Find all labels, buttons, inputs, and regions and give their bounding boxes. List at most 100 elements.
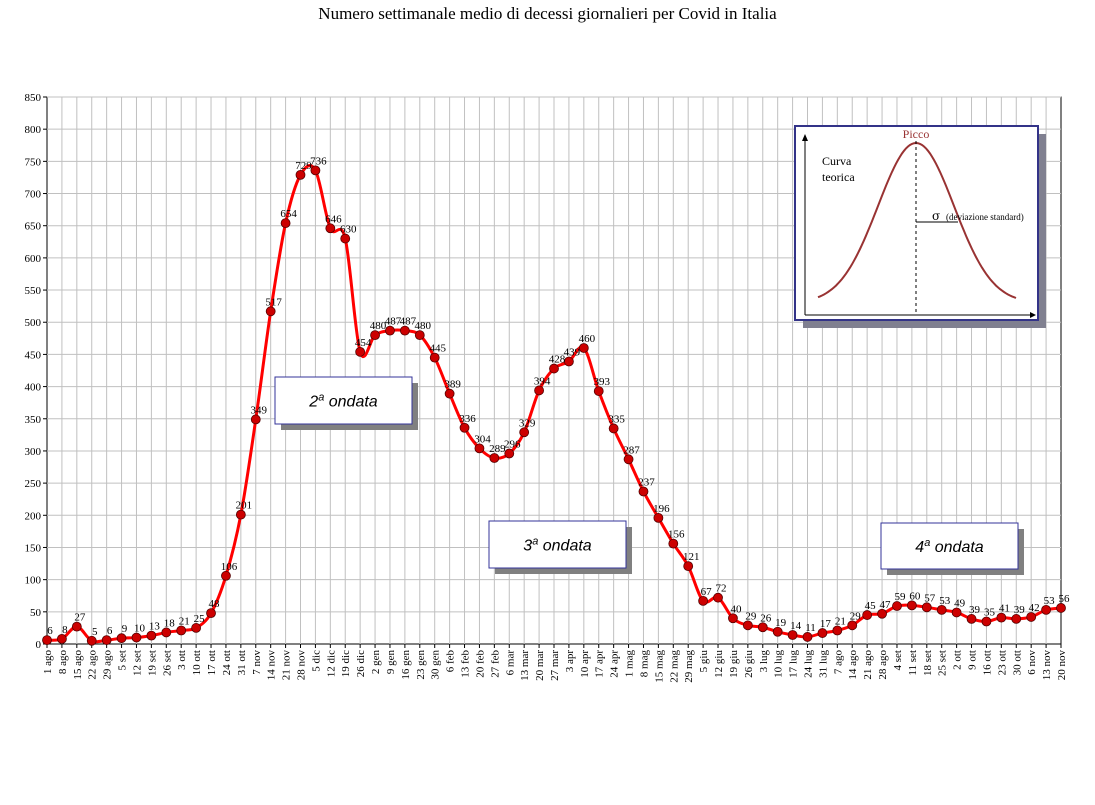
annotation-label: 2a ondata bbox=[308, 392, 378, 411]
series-line-path bbox=[46, 164, 1062, 644]
data-point bbox=[728, 613, 738, 624]
x-tick-label: 3 ott bbox=[176, 650, 188, 670]
x-tick-label: 23 gen bbox=[415, 650, 427, 680]
data-label: 349 bbox=[251, 404, 268, 416]
x-tick-label: 10 apr bbox=[579, 650, 591, 678]
x-tick-label: 2 gen bbox=[370, 650, 382, 675]
data-label: 460 bbox=[579, 333, 596, 345]
data-point bbox=[578, 343, 589, 353]
data-label: 60 bbox=[909, 590, 921, 602]
data-point bbox=[295, 169, 306, 180]
data-label: 35 bbox=[984, 606, 996, 618]
y-tick-label: 800 bbox=[25, 124, 42, 136]
x-tick-label: 31 ott bbox=[236, 650, 248, 675]
data-label: 14 bbox=[790, 620, 802, 632]
data-point bbox=[370, 330, 380, 341]
data-label: 389 bbox=[444, 379, 461, 391]
data-point bbox=[534, 385, 544, 396]
data-point bbox=[877, 608, 887, 619]
x-tick-label: 15 mag bbox=[653, 650, 665, 683]
x-tick-label: 6 feb bbox=[445, 650, 457, 673]
x-tick-label: 3 lug bbox=[758, 650, 770, 673]
x-tick-label: 17 ott bbox=[206, 650, 218, 675]
x-tick-label: 16 gen bbox=[400, 650, 412, 680]
x-tick-label: 24 apr bbox=[609, 650, 621, 678]
data-point bbox=[280, 218, 291, 229]
data-label: 394 bbox=[534, 375, 551, 387]
data-label: 21 bbox=[835, 615, 846, 627]
x-tick-label: 20 feb bbox=[474, 650, 486, 678]
data-point bbox=[593, 386, 604, 396]
annotation-label: 4a ondata bbox=[915, 537, 984, 556]
x-tick-label: 21 nov bbox=[281, 650, 293, 681]
x-tick-label: 14 nov bbox=[266, 650, 278, 681]
data-label: 47 bbox=[880, 599, 892, 611]
y-tick-label: 300 bbox=[25, 446, 42, 458]
y-tick-label: 200 bbox=[25, 510, 42, 522]
data-point bbox=[340, 233, 351, 244]
data-label: 335 bbox=[608, 413, 625, 425]
axes: 0 50 100 150 200 250 300 350 400 450 500 550 600 650 7… bbox=[25, 92, 1069, 683]
y-tick-label: 850 bbox=[25, 92, 42, 104]
x-tick-label: 22 mag bbox=[668, 650, 680, 683]
data-point bbox=[906, 600, 917, 611]
data-label: 39 bbox=[969, 604, 981, 616]
x-tick-label: 26 giu bbox=[743, 650, 755, 678]
data-label: 336 bbox=[459, 413, 476, 425]
y-tick-label: 350 bbox=[25, 414, 42, 426]
data-label: 45 bbox=[865, 600, 877, 612]
data-point bbox=[981, 616, 992, 627]
data-label: 13 bbox=[149, 621, 161, 633]
data-label: 196 bbox=[653, 503, 670, 515]
data-point bbox=[414, 330, 425, 341]
x-tick-label: 5 set bbox=[117, 650, 129, 670]
x-tick-label: 30 gen bbox=[430, 650, 442, 680]
chart-title: Numero settimanale medio di decessi gior… bbox=[318, 4, 777, 23]
annotation-box-4: 4a ondata bbox=[880, 522, 1024, 575]
data-label: 121 bbox=[683, 551, 700, 563]
data-point bbox=[862, 610, 873, 620]
data-point bbox=[713, 592, 723, 603]
x-tick-label: 13 nov bbox=[1041, 650, 1053, 681]
data-label: 106 bbox=[221, 561, 238, 573]
data-point bbox=[57, 633, 67, 644]
data-point bbox=[221, 570, 231, 581]
data-label: 11 bbox=[805, 622, 816, 634]
x-tick-label: 21 ago bbox=[862, 650, 874, 680]
data-label: 5 bbox=[92, 626, 98, 638]
data-label: 156 bbox=[668, 529, 685, 541]
x-tick-label: 20 mar bbox=[534, 650, 546, 681]
data-label: 729 bbox=[295, 160, 312, 172]
y-tick-label: 700 bbox=[25, 189, 42, 201]
y-tick-label: 450 bbox=[25, 349, 42, 361]
x-tick-label: 24 ott bbox=[221, 650, 233, 675]
data-point bbox=[1056, 603, 1066, 613]
data-point bbox=[399, 325, 410, 336]
annotation-frame bbox=[880, 522, 1019, 570]
data-label: 487 bbox=[385, 316, 402, 328]
data-label: 67 bbox=[701, 586, 713, 598]
y-tick-label: 500 bbox=[25, 317, 42, 329]
data-label: 53 bbox=[939, 595, 951, 607]
data-label: 25 bbox=[194, 613, 206, 625]
x-tick-label: 13 mar bbox=[519, 650, 531, 681]
x-tick-label: 19 giu bbox=[728, 650, 740, 678]
data-label: 201 bbox=[236, 500, 253, 512]
x-tick-label: 11 set bbox=[907, 650, 919, 676]
data-label: 480 bbox=[415, 320, 432, 332]
data-label: 56 bbox=[1059, 593, 1071, 605]
x-tick-label: 18 set bbox=[922, 650, 934, 676]
data-label: 8 bbox=[62, 624, 68, 636]
data-point bbox=[892, 601, 902, 611]
inset-bell-curve bbox=[817, 141, 1017, 299]
x-tick-label: 12 giu bbox=[713, 650, 725, 678]
x-tick-label: 27 mar bbox=[549, 650, 561, 681]
data-label: 237 bbox=[638, 476, 655, 488]
data-label: 26 bbox=[760, 612, 772, 624]
x-tick-label: 19 dic bbox=[340, 650, 352, 677]
data-label: 329 bbox=[519, 417, 536, 429]
data-point bbox=[504, 448, 515, 459]
data-label: 10 bbox=[134, 623, 146, 635]
annotations: 2a ondata 3a ondata 4a ondata bbox=[274, 376, 1024, 575]
data-point bbox=[474, 443, 485, 454]
